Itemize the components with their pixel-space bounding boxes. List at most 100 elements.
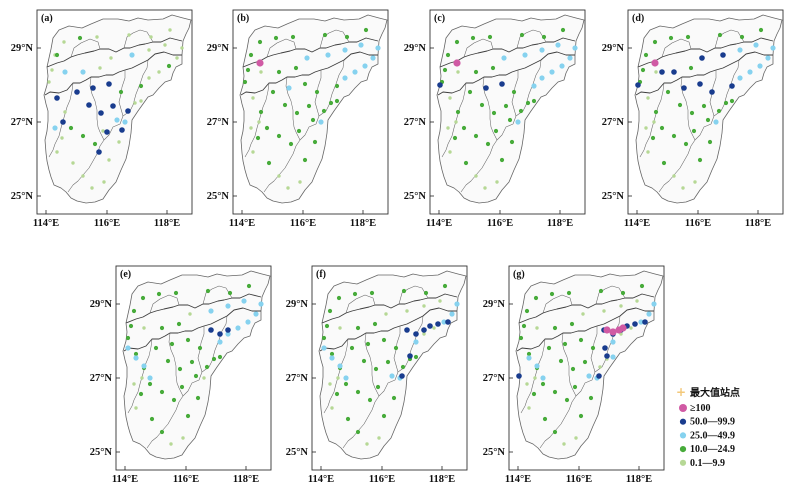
station-marker [534, 363, 540, 369]
station-marker [258, 301, 264, 307]
station-marker [290, 34, 296, 40]
station-marker [413, 339, 419, 345]
station-marker [245, 67, 251, 73]
station-marker [590, 345, 596, 351]
station-marker [609, 328, 617, 336]
lon-label: 116°E [566, 474, 592, 485]
station-marker [620, 290, 626, 296]
station-marker [578, 337, 584, 343]
station-marker [242, 79, 248, 85]
lon-label: 114°E [624, 218, 650, 229]
station-marker [499, 81, 505, 87]
station-marker [407, 353, 413, 359]
station-marker [197, 345, 203, 351]
station-marker [525, 382, 529, 386]
station-marker [90, 85, 96, 91]
station-marker [717, 32, 723, 38]
lat-label: 29°N [90, 299, 113, 310]
station-dots [437, 27, 578, 190]
station-marker [602, 309, 606, 313]
station-marker [361, 358, 367, 364]
station-marker [147, 375, 153, 381]
station-marker [139, 99, 143, 103]
station-marker [302, 157, 308, 163]
station-marker [665, 89, 671, 95]
station-marker [205, 288, 211, 294]
station-marker [570, 366, 576, 372]
station-marker [659, 125, 665, 131]
station-marker [549, 69, 555, 75]
station-marker [185, 337, 191, 343]
station-marker [654, 70, 658, 74]
lat-label: 25°N [207, 191, 230, 202]
station-marker [109, 56, 113, 60]
station-marker [474, 174, 478, 178]
station-marker [355, 325, 361, 331]
station-marker [211, 356, 217, 362]
station-marker [659, 69, 665, 75]
station-marker [507, 117, 513, 123]
station-marker [693, 180, 697, 184]
station-marker [251, 96, 255, 100]
station-marker [266, 160, 272, 166]
station-marker [338, 326, 342, 330]
lat-label: 29°N [483, 299, 506, 310]
station-marker [677, 102, 683, 108]
station-marker [516, 373, 522, 379]
station-marker [581, 312, 585, 316]
station-marker [181, 436, 185, 440]
max-station-star-icon: + [676, 385, 686, 399]
station-marker [107, 158, 111, 162]
lon-label: 116°E [487, 218, 513, 229]
lat-label: 27°N [602, 117, 625, 128]
station-marker [141, 363, 147, 369]
station-marker [132, 382, 136, 386]
station-marker [277, 174, 281, 178]
station-marker [651, 59, 659, 67]
station-marker [705, 117, 711, 123]
station-marker [629, 326, 633, 330]
lat-label: 27°N [11, 117, 34, 128]
station-marker [296, 128, 302, 134]
station-marker [204, 364, 210, 370]
station-marker [546, 345, 552, 351]
station-marker [54, 52, 60, 58]
station-marker [127, 33, 131, 37]
station-marker [62, 69, 68, 75]
station-marker [720, 52, 726, 58]
station-marker [329, 351, 335, 357]
station-marker [177, 366, 183, 372]
station-marker [330, 406, 334, 410]
station-marker [485, 141, 491, 147]
station-marker [483, 186, 487, 190]
lat-label: 27°N [286, 373, 309, 384]
station-marker [461, 125, 467, 131]
station-marker [445, 52, 451, 58]
station-marker [552, 429, 558, 435]
lon-label: 116°E [685, 218, 711, 229]
station-marker [683, 141, 689, 147]
station-marker [86, 102, 92, 108]
station-marker [62, 40, 66, 44]
station-marker [179, 384, 185, 390]
map-panel-f: 29°N 27°N 25°N 114°E 116°E 118°E (f) [286, 265, 468, 485]
station-marker [540, 381, 546, 387]
station-marker [438, 299, 442, 303]
station-marker [672, 174, 676, 178]
station-marker [393, 345, 399, 351]
lon-label: 114°E [308, 474, 334, 485]
station-marker [533, 376, 537, 380]
station-dots [47, 28, 184, 190]
station-marker [92, 141, 98, 147]
station-marker [342, 75, 348, 81]
station-marker [479, 102, 485, 108]
station-marker [106, 81, 112, 87]
station-marker [685, 34, 691, 40]
station-marker [153, 345, 159, 351]
station-marker [681, 85, 687, 91]
station-marker [286, 85, 292, 91]
station-marker [707, 139, 713, 145]
station-marker [336, 376, 340, 380]
station-marker [349, 345, 355, 351]
lat-label: 25°N [602, 191, 625, 202]
